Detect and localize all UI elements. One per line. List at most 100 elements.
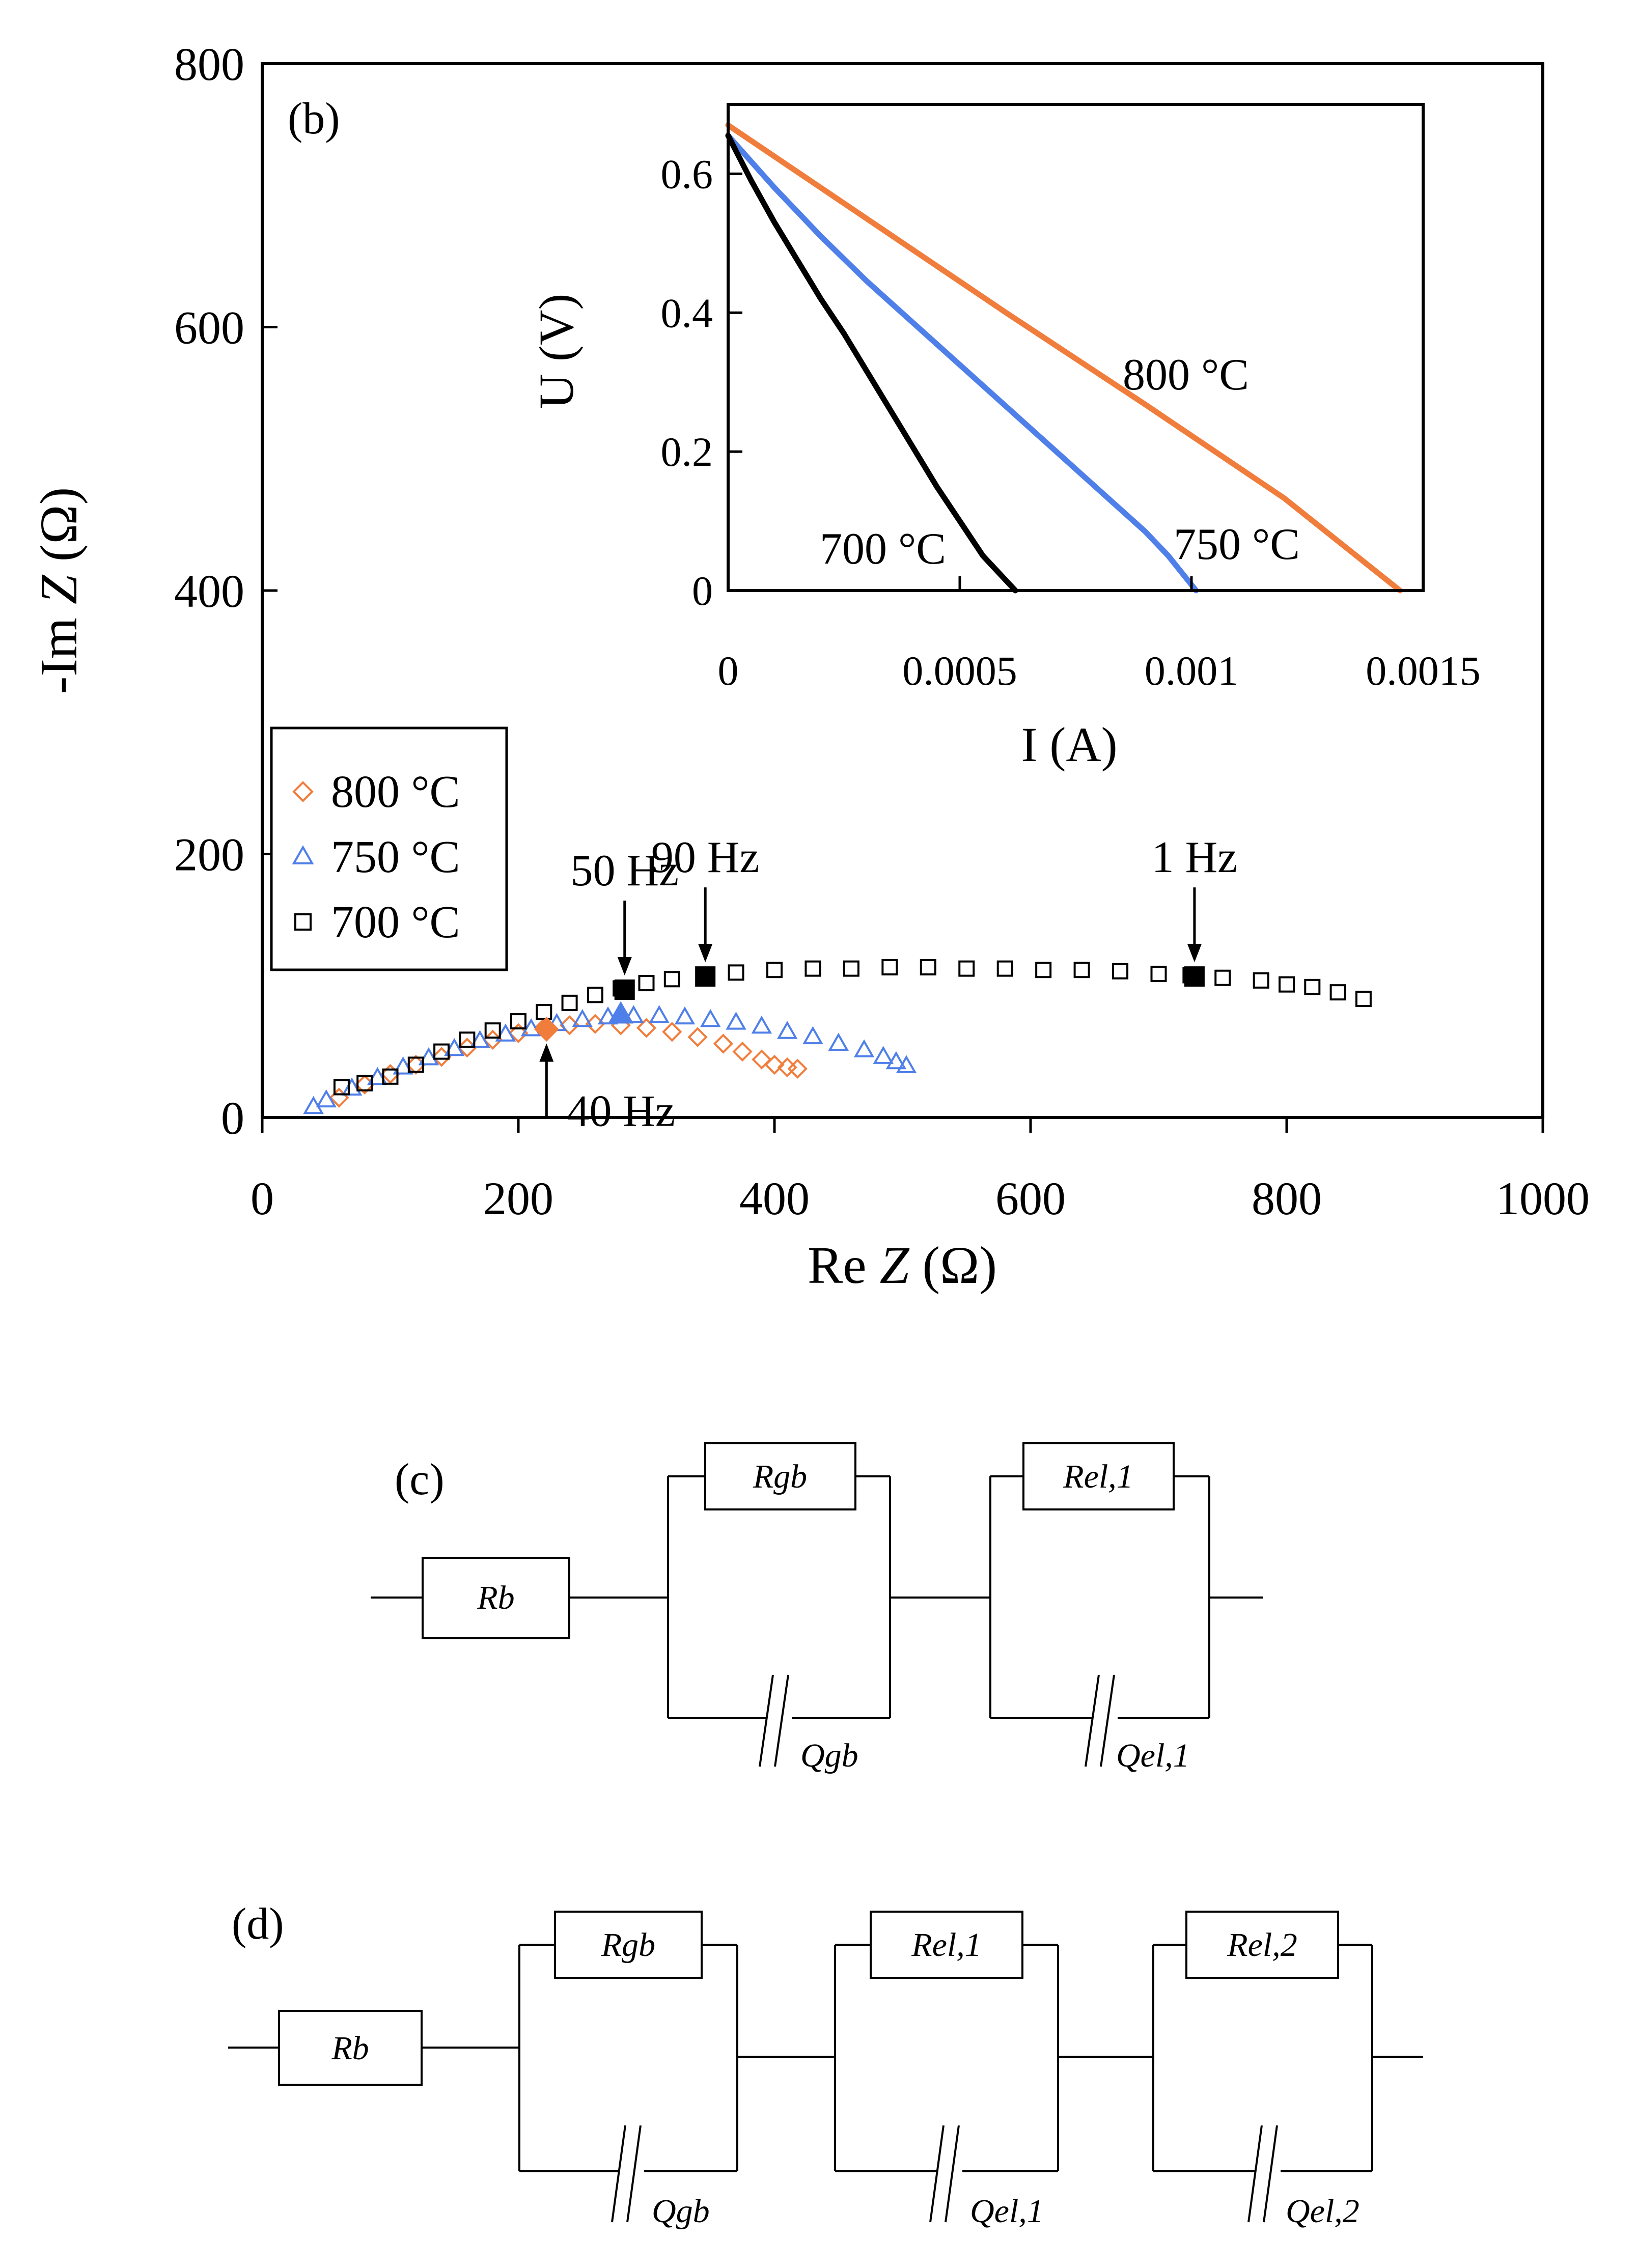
inset-x-tick-label: 0.0005 <box>902 648 1017 694</box>
data-point <box>766 962 783 978</box>
data-point <box>572 1009 593 1027</box>
data-point <box>1112 963 1129 979</box>
data-point <box>333 1079 350 1096</box>
data-point <box>958 960 975 977</box>
inset-y-tick-label: 0.6 <box>661 151 713 197</box>
inset-x-tick-label: 0.001 <box>1145 648 1239 694</box>
inset-y-ticks: 0 0.2 0.4 0.6 <box>661 151 742 614</box>
data-point <box>1355 991 1372 1007</box>
resistor-rb <box>422 1557 570 1639</box>
data-point <box>561 994 578 1011</box>
label-rgb: Rgb <box>753 1458 807 1495</box>
inset-curve-800 <box>725 122 1403 594</box>
inset-iv-chart: 0 0.2 0.4 0.6 0 0.0005 0.001 0.0015 I (A) U (V… <box>529 103 1481 772</box>
label-rb: Rb <box>331 2030 369 2067</box>
cpe-qel1 <box>1085 1674 1100 1767</box>
inset-background <box>728 104 1423 591</box>
inset-curve-700 <box>725 132 1018 594</box>
annotation-arrowhead <box>617 957 632 976</box>
legend-marker <box>292 845 314 864</box>
nyquist-legend: 800 °C 750 °C 700 °C <box>270 726 508 971</box>
label-rel1: Rel,1 <box>911 1926 981 1964</box>
data-point <box>356 1075 373 1091</box>
data-point <box>828 1032 849 1051</box>
highlighted-point <box>608 1001 634 1024</box>
panel-label-d: (d) <box>232 1899 284 1949</box>
data-point <box>1214 969 1231 986</box>
data-point <box>433 1043 450 1060</box>
label-rb: Rb <box>477 1579 514 1616</box>
label-qel1: Qel,1 <box>970 2193 1044 2230</box>
legend-marker <box>294 913 312 931</box>
nyquist-series <box>303 959 1372 1114</box>
y-tick-label: 800 <box>174 38 244 90</box>
inset-curve-750 <box>725 132 1199 594</box>
inset-curve-label-750: 750 °C <box>1174 520 1300 569</box>
inset-series <box>725 122 1403 594</box>
annotation-label: 50 Hz <box>570 846 679 895</box>
highlighted-point <box>1184 966 1205 987</box>
inset-curve-label-700: 700 °C <box>820 524 946 574</box>
data-point <box>920 959 936 976</box>
label-qel1: Qel,1 <box>1116 1737 1190 1774</box>
cpe-qgb <box>774 1674 789 1767</box>
data-point <box>885 1051 907 1070</box>
legend-marker <box>292 781 314 802</box>
cpe-qel2 <box>1247 2125 1263 2223</box>
inset-x-tick-label: 0.0015 <box>1366 648 1481 694</box>
data-point <box>484 1022 501 1039</box>
y-tick-label: 400 <box>174 565 244 617</box>
annotation-label: 1 Hz <box>1152 833 1238 882</box>
resistor-rgb <box>554 1911 703 1979</box>
resistor-rgb <box>704 1442 856 1510</box>
data-point <box>407 1056 424 1073</box>
cpe-qgb <box>759 1674 774 1767</box>
data-point <box>751 1015 772 1034</box>
annotation-label: 90 Hz <box>651 833 760 882</box>
annotation-arrowhead <box>539 1043 554 1062</box>
data-point <box>623 1005 644 1023</box>
inset-x-ticks: 0 0.0005 0.001 0.0015 <box>718 576 1481 694</box>
data-point <box>508 1023 529 1044</box>
frequency-annotation: 50 Hz <box>570 846 679 976</box>
cpe-qgb <box>626 2125 642 2223</box>
label-rgb: Rgb <box>601 1926 655 1964</box>
data-point <box>393 1056 413 1075</box>
inset-y-tick-label: 0.2 <box>661 429 713 475</box>
highlighted-point <box>614 979 635 1000</box>
data-point <box>776 1021 798 1039</box>
legend-label: 750 °C <box>331 832 460 882</box>
data-point <box>726 1012 746 1030</box>
x-tick-label: 800 <box>1252 1172 1322 1224</box>
data-point <box>1035 962 1052 978</box>
cpe-qel1 <box>945 2125 960 2223</box>
panel-label-c: (c) <box>395 1455 445 1504</box>
resistor-rel2 <box>1185 1911 1339 1979</box>
data-point <box>638 975 655 992</box>
y-tick-label: 600 <box>174 302 244 354</box>
annotation-arrowhead <box>1187 944 1202 963</box>
legend-items: 800 °C 750 °C 700 °C <box>292 767 460 947</box>
data-point <box>663 971 680 988</box>
circuit-c: (c) Rb Rgb Rel,1 Qgb Qel,1 <box>371 1442 1263 1774</box>
data-point <box>732 1041 753 1062</box>
annotation-arrowhead <box>698 944 713 963</box>
legend-label: 800 °C <box>331 767 460 817</box>
x-tick-label: 1000 <box>1496 1172 1590 1224</box>
data-point <box>636 1018 657 1038</box>
label-qgb: Qgb <box>652 2193 710 2230</box>
data-point <box>536 1004 552 1020</box>
legend-label: 700 °C <box>331 897 460 947</box>
resistor-rel1 <box>870 1911 1023 1979</box>
panel-label-b: (b) <box>288 94 340 144</box>
data-point <box>382 1068 399 1085</box>
data-point <box>367 1067 388 1085</box>
data-point <box>881 959 898 976</box>
data-point <box>459 1031 476 1048</box>
inset-y-tick-label: 0.4 <box>661 290 713 336</box>
data-point <box>764 1054 785 1075</box>
inset-y-tick-label: 0 <box>692 568 713 614</box>
y-tick-label: 200 <box>174 829 244 881</box>
circuit-d: (d) Rb <box>228 1899 1423 2230</box>
